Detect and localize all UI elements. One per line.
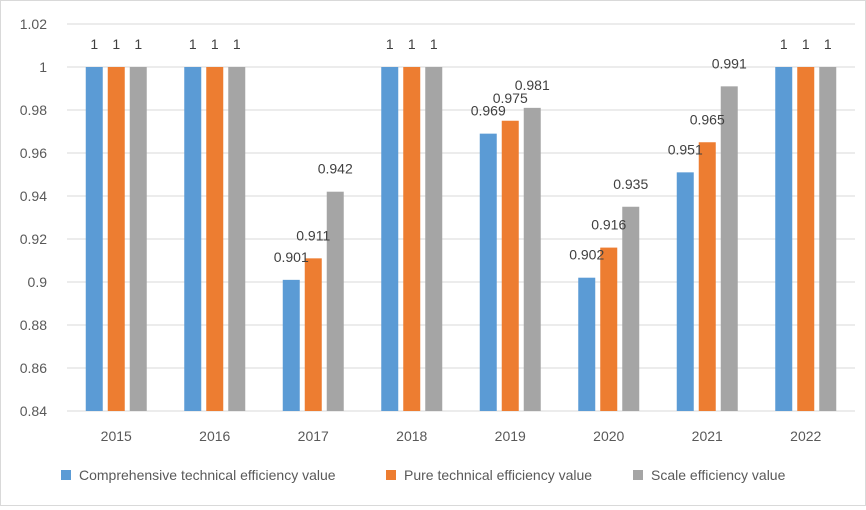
x-tick-label: 2016 (199, 428, 230, 444)
bar (85, 67, 103, 411)
x-tick-label: 2019 (495, 428, 526, 444)
data-label: 0.935 (613, 176, 648, 192)
x-tick-label: 2021 (692, 428, 723, 444)
data-label: 0.902 (569, 247, 604, 263)
y-tick-label: 0.88 (20, 317, 47, 333)
legend: Comprehensive technical efficiency value… (61, 467, 786, 483)
bar (501, 120, 519, 411)
data-label: 0.901 (274, 249, 309, 265)
data-label: 0.969 (471, 103, 506, 119)
x-axis-tick-labels: 2015 2016 2017 2018 2019 2020 2021 2022 (101, 428, 822, 444)
x-tick-label: 2015 (101, 428, 132, 444)
bar (425, 67, 443, 411)
data-label: 1 (408, 36, 416, 52)
y-tick-label: 1 (39, 59, 47, 75)
bar (622, 206, 640, 411)
legend-label: Scale efficiency value (651, 467, 786, 483)
data-label: 0.942 (318, 161, 353, 177)
bar (381, 67, 399, 411)
data-label: 1 (802, 36, 810, 52)
y-tick-label: 0.86 (20, 360, 47, 376)
x-tick-label: 2017 (298, 428, 329, 444)
data-label: 0.916 (591, 217, 626, 233)
bar (797, 67, 815, 411)
bar (304, 258, 322, 411)
bar (184, 67, 202, 411)
y-axis-tick-labels: 0.84 0.86 0.88 0.9 0.92 0.94 0.96 0.98 1 1.02 (20, 16, 47, 419)
data-label: 1 (233, 36, 241, 52)
legend-swatch (386, 470, 396, 480)
y-tick-label: 0.92 (20, 231, 47, 247)
y-tick-label: 0.96 (20, 145, 47, 161)
bar (282, 279, 300, 411)
bar (479, 133, 497, 411)
data-label: 1 (211, 36, 219, 52)
data-label: 1 (824, 36, 832, 52)
bar (676, 172, 694, 411)
bar (107, 67, 125, 411)
data-label: 1 (430, 36, 438, 52)
legend-label: Pure technical efficiency value (404, 467, 592, 483)
x-tick-label: 2020 (593, 428, 624, 444)
y-tick-label: 0.84 (20, 403, 47, 419)
bar (326, 191, 344, 411)
bar (206, 67, 224, 411)
data-label: 0.951 (668, 141, 703, 157)
legend-label: Comprehensive technical efficiency value (79, 467, 336, 483)
data-label: 0.975 (493, 90, 528, 106)
y-tick-label: 1.02 (20, 16, 47, 32)
bar (578, 277, 596, 411)
data-label: 1 (112, 36, 120, 52)
bar (523, 107, 541, 411)
data-label: 1 (134, 36, 142, 52)
bar (775, 67, 793, 411)
bar (129, 67, 147, 411)
bar (228, 67, 246, 411)
x-tick-label: 2022 (790, 428, 821, 444)
data-label: 0.981 (515, 77, 550, 93)
data-label: 1 (90, 36, 98, 52)
data-label: 1 (780, 36, 788, 52)
legend-swatch (61, 470, 71, 480)
bar (698, 142, 716, 411)
y-tick-label: 0.94 (20, 188, 47, 204)
bar (600, 247, 618, 411)
data-label: 0.965 (690, 111, 725, 127)
legend-swatch (633, 470, 643, 480)
data-label: 1 (189, 36, 197, 52)
data-label: 1 (386, 36, 394, 52)
data-label: 0.991 (712, 55, 747, 71)
data-label: 0.911 (296, 227, 330, 243)
y-tick-label: 0.9 (28, 274, 48, 290)
y-tick-label: 0.98 (20, 102, 47, 118)
bar-series-group (85, 67, 837, 411)
bar (819, 67, 837, 411)
bar (403, 67, 421, 411)
x-tick-label: 2018 (396, 428, 427, 444)
bar (720, 86, 738, 411)
